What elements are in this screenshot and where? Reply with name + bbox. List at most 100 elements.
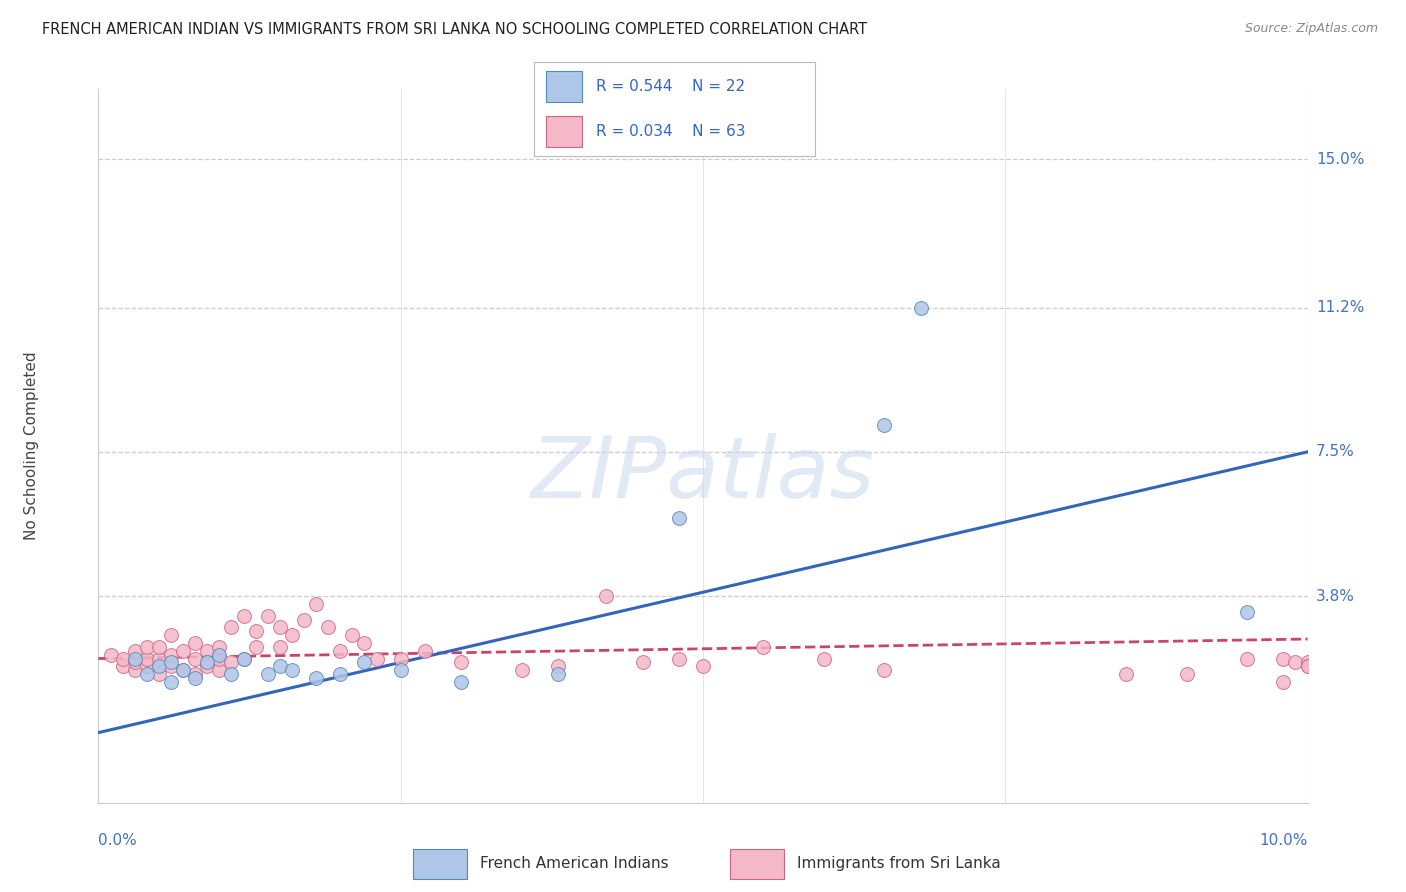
FancyBboxPatch shape (730, 849, 785, 879)
Point (1236, 605, 1258, 619)
Point (221, 620, 243, 634)
Point (232, 651, 254, 665)
Point (135, 651, 157, 665)
Point (208, 640, 231, 654)
Point (305, 671, 328, 685)
Point (208, 651, 231, 665)
Point (256, 608, 278, 623)
FancyBboxPatch shape (546, 116, 582, 147)
Text: 7.5%: 7.5% (1316, 444, 1354, 459)
Point (1296, 656, 1319, 670)
Point (184, 651, 207, 665)
Text: No Schooling Completed: No Schooling Completed (24, 351, 39, 541)
Point (256, 667, 278, 681)
Point (450, 674, 472, 689)
Point (1115, 667, 1137, 681)
Text: 15.0%: 15.0% (1316, 152, 1364, 167)
Point (208, 648, 231, 662)
Point (195, 644, 218, 658)
Point (184, 636, 207, 650)
Point (329, 667, 352, 681)
Point (148, 651, 170, 665)
Point (221, 667, 243, 681)
Point (305, 597, 328, 611)
Point (172, 644, 194, 658)
Point (353, 656, 375, 670)
Text: Source: ZipAtlas.com: Source: ZipAtlas.com (1244, 22, 1378, 36)
Point (1272, 674, 1295, 689)
Point (547, 659, 569, 673)
Point (172, 663, 194, 677)
Point (135, 659, 157, 673)
Point (510, 663, 533, 677)
Point (195, 656, 218, 670)
Text: French American Indians: French American Indians (481, 855, 669, 871)
Text: 0.0%: 0.0% (98, 833, 138, 848)
Text: Immigrants from Sri Lanka: Immigrants from Sri Lanka (797, 855, 1001, 871)
FancyBboxPatch shape (413, 849, 467, 879)
Point (208, 663, 231, 677)
Point (184, 667, 207, 681)
Point (547, 667, 569, 681)
FancyBboxPatch shape (546, 70, 582, 102)
Point (124, 656, 146, 670)
Point (389, 651, 412, 665)
Text: FRENCH AMERICAN INDIAN VS IMMIGRANTS FROM SRI LANKA NO SCHOOLING COMPLETED CORRE: FRENCH AMERICAN INDIAN VS IMMIGRANTS FRO… (42, 22, 868, 37)
Point (450, 656, 472, 670)
Point (1296, 659, 1319, 673)
Point (316, 620, 339, 634)
Point (329, 644, 352, 658)
Point (148, 659, 170, 673)
Point (692, 659, 714, 673)
Point (910, 301, 932, 315)
Point (111, 651, 134, 665)
Point (668, 651, 690, 665)
Point (135, 640, 157, 654)
Point (124, 651, 146, 665)
Point (135, 667, 157, 681)
Point (1296, 659, 1319, 673)
Point (668, 511, 690, 525)
Point (172, 663, 194, 677)
Text: R = 0.034    N = 63: R = 0.034 N = 63 (596, 124, 745, 139)
Point (281, 663, 304, 677)
Text: 11.2%: 11.2% (1316, 300, 1364, 315)
Point (160, 659, 183, 673)
Point (148, 640, 170, 654)
Point (160, 648, 183, 662)
Point (148, 667, 170, 681)
Point (1175, 667, 1198, 681)
Point (353, 636, 375, 650)
Point (292, 613, 315, 627)
Point (595, 589, 617, 603)
Point (1284, 656, 1306, 670)
Point (342, 628, 364, 642)
Point (124, 644, 146, 658)
Point (221, 656, 243, 670)
Text: ZIPatlas: ZIPatlas (531, 433, 875, 516)
Point (281, 628, 304, 642)
Point (111, 659, 134, 673)
Point (245, 640, 267, 654)
Point (366, 651, 388, 665)
Point (752, 640, 775, 654)
Point (269, 659, 291, 673)
Point (269, 640, 291, 654)
Point (232, 608, 254, 623)
Point (232, 651, 254, 665)
Point (269, 620, 291, 634)
Point (245, 624, 267, 639)
Text: 3.8%: 3.8% (1316, 589, 1355, 604)
Text: 10.0%: 10.0% (1260, 833, 1308, 848)
Point (413, 644, 436, 658)
Point (160, 674, 183, 689)
Point (389, 663, 412, 677)
Point (160, 628, 183, 642)
Point (873, 663, 896, 677)
Point (184, 671, 207, 685)
Point (813, 651, 835, 665)
Text: R = 0.544    N = 22: R = 0.544 N = 22 (596, 78, 745, 94)
Point (873, 417, 896, 432)
Point (195, 659, 218, 673)
Point (631, 656, 654, 670)
